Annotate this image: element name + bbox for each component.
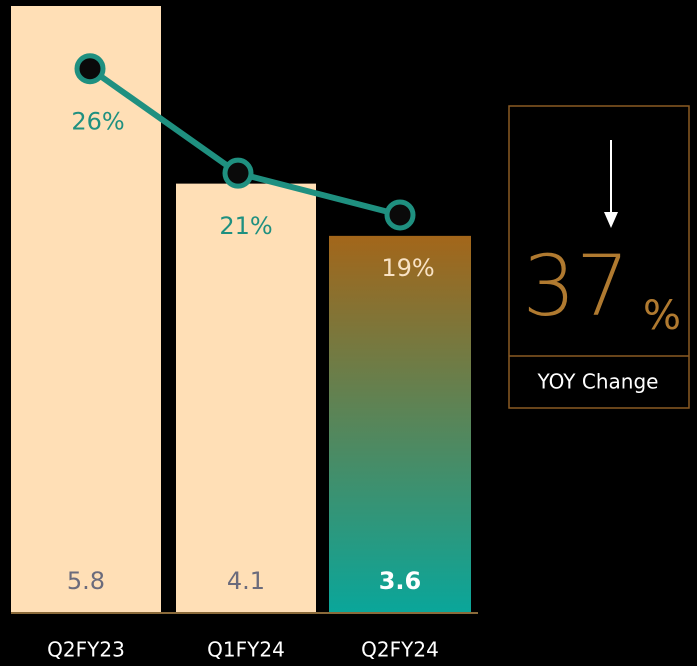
- x-tick-label: Q2FY24: [361, 638, 439, 662]
- line-point: [222, 157, 254, 189]
- callout-unit: %: [643, 293, 681, 339]
- callout-box: [508, 105, 690, 409]
- x-tick-label: Q2FY23: [47, 638, 125, 662]
- line-point: [384, 199, 416, 231]
- bar: [11, 6, 161, 612]
- callout-value: 37: [523, 237, 630, 335]
- bar-value-label: 5.8: [67, 567, 105, 595]
- line-value-label: 26%: [71, 108, 124, 136]
- line-value-label: 21%: [219, 212, 272, 240]
- bar: [176, 183, 316, 612]
- bar-value-label: 3.6: [379, 567, 422, 595]
- arrow-head: [604, 212, 618, 228]
- line-value-label: 19%: [381, 254, 434, 282]
- x-tick-label: Q1FY24: [207, 638, 285, 662]
- bar: [329, 235, 471, 613]
- line-point: [74, 53, 106, 85]
- callout-label: YOY Change: [537, 370, 659, 394]
- bar-value-label: 4.1: [227, 567, 265, 595]
